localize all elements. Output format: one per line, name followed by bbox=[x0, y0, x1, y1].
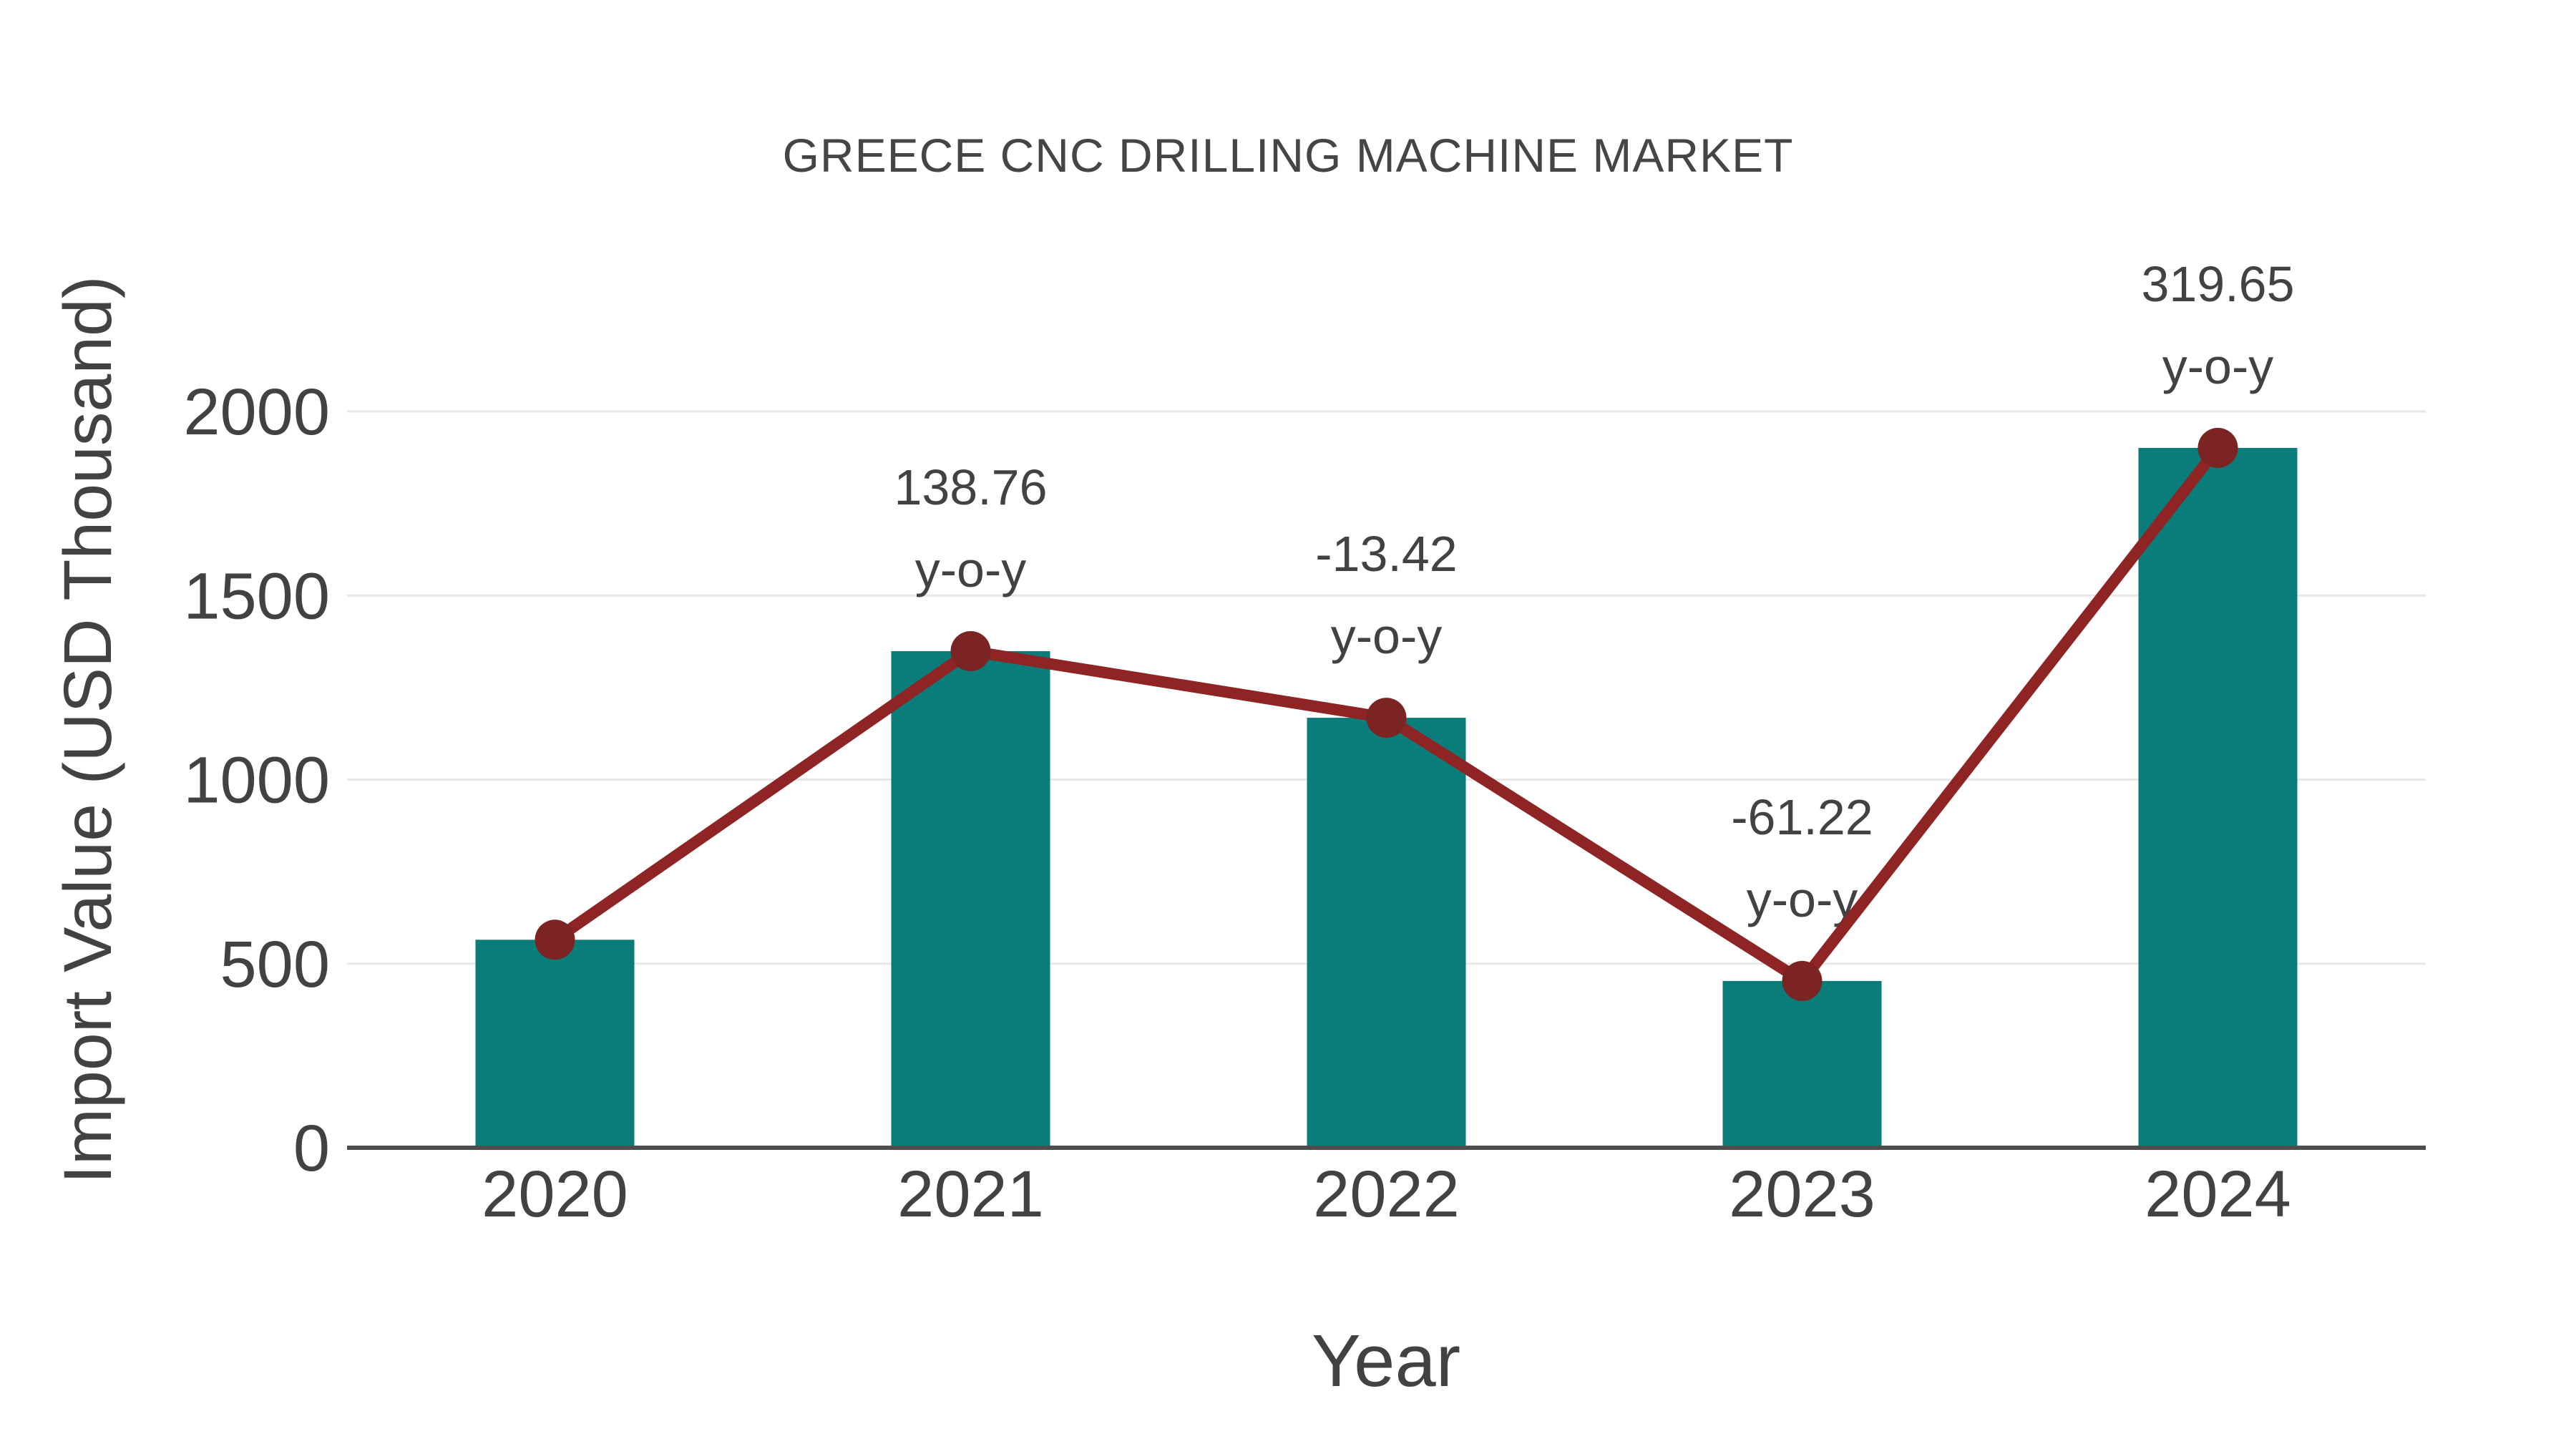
y-axis-title: Import Value (USD Thousand) bbox=[50, 275, 126, 1184]
x-tick-label-2020: 2020 bbox=[482, 1158, 628, 1231]
x-tick-label-2022: 2022 bbox=[1313, 1158, 1460, 1231]
trend-marker-2021 bbox=[950, 630, 991, 671]
yoy-annotations: 138.76 y-o-y -13.42 y-o-y -61.22 y-o-y 319.65 y… bbox=[894, 256, 2294, 927]
yoy-suffix-2023: y-o-y bbox=[1747, 872, 1858, 927]
yoy-value-2023: -61.22 bbox=[1731, 789, 1873, 845]
bar-2021 bbox=[891, 650, 1050, 1148]
trend-marker-2020 bbox=[535, 919, 575, 960]
x-tick-label-2024: 2024 bbox=[2145, 1158, 2291, 1231]
yoy-value-2021: 138.76 bbox=[894, 459, 1047, 515]
bar-2022 bbox=[1307, 718, 1466, 1148]
line-series bbox=[535, 427, 2238, 1001]
y-tick-label-0: 0 bbox=[293, 1112, 330, 1185]
bar-2020 bbox=[475, 940, 635, 1148]
chart-title: GREECE CNC DRILLING MACHINE MARKET bbox=[783, 129, 1794, 182]
trend-marker-2023 bbox=[1782, 960, 1823, 1001]
y-tick-label-1500: 1500 bbox=[183, 560, 330, 633]
x-tick-label-2023: 2023 bbox=[1729, 1158, 1875, 1231]
trend-marker-2024 bbox=[2197, 427, 2238, 468]
yoy-suffix-2022: y-o-y bbox=[1331, 608, 1443, 664]
x-axis-title: Year bbox=[1312, 1319, 1460, 1402]
yoy-suffix-2024: y-o-y bbox=[2162, 338, 2274, 394]
yoy-suffix-2021: y-o-y bbox=[915, 542, 1027, 597]
yoy-value-2022: -13.42 bbox=[1315, 526, 1457, 582]
yoy-value-2024: 319.65 bbox=[2141, 256, 2294, 312]
x-tick-labels: 2020 2021 2022 2023 2024 bbox=[482, 1158, 2291, 1231]
x-tick-label-2021: 2021 bbox=[897, 1158, 1044, 1231]
y-tick-labels: 0 500 1000 1500 2000 bbox=[183, 376, 330, 1185]
trend-marker-2022 bbox=[1366, 698, 1407, 738]
y-tick-label-2000: 2000 bbox=[183, 376, 330, 449]
bar-series bbox=[475, 447, 2298, 1148]
y-tick-label-1000: 1000 bbox=[183, 744, 330, 817]
y-tick-label-500: 500 bbox=[220, 928, 331, 1001]
bar-2024 bbox=[2138, 447, 2298, 1148]
bar-2023 bbox=[1722, 980, 1882, 1148]
